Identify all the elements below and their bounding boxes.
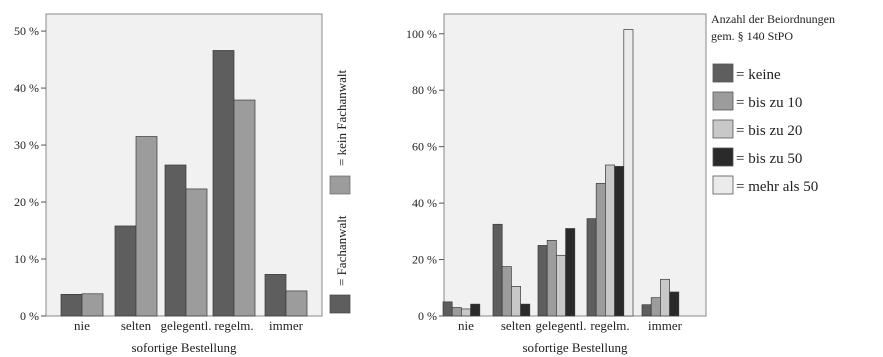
x-tick-label: gelegentl. [161,318,212,333]
legend-swatch-3 [712,147,734,167]
y-tick-label: 100 % [406,27,437,41]
left-y-axis: 0 % 10 % 20 % 30 % 40 % 50 % [14,24,46,323]
right-x-axis-label: sofortige Bestellung [522,340,628,355]
legend-swatch-2 [712,119,734,139]
bar-nie-s0 [442,301,453,317]
legend-swatch-0 [712,63,734,83]
legend-swatch-1 [712,91,734,111]
y-tick-label: 40 % [14,81,39,95]
x-tick-label: selten [121,318,152,333]
right-legend-items: = keine = bis zu 10 = bis zu 20 = bis zu 50… [712,63,818,195]
y-tick-label: 20 % [14,195,39,209]
bar-regelm-s4 [623,29,634,317]
legend-label-kein-fachanwalt: = kein Fachanwalt [334,69,349,166]
y-tick-label: 0 % [20,309,39,323]
bar-selten-s1 [135,136,158,317]
y-tick-label: 10 % [14,252,39,266]
x-tick-label: gelegentl. [536,318,587,333]
bar-regelm-s1 [595,182,606,317]
bar-regelm-s0 [586,218,597,317]
legend-label-fachanwalt: = Fachanwalt [334,215,349,286]
y-tick-label: 20 % [412,253,437,267]
y-tick-label: 60 % [412,140,437,154]
bar-nie-s2 [461,308,471,317]
x-tick-label: nie [458,318,474,333]
bar-immer-s0 [264,274,287,317]
bar-nie-s1 [451,307,462,317]
bar-regelm-s1 [233,99,256,317]
legend-label-0: = keine [736,67,781,83]
bar-gelegentl-s3 [565,228,576,317]
legend-swatch-kein-fachanwalt [329,175,351,195]
bar-immer-s3 [669,291,680,317]
x-tick-label: selten [501,318,532,333]
bar-nie-s0 [60,293,83,317]
legend-label-2: = bis zu 20 [736,123,802,139]
bar-regelm-s2 [605,164,615,317]
x-tick-label: immer [269,318,304,333]
bar-gelegentl-s2 [556,254,566,317]
bar-selten-s1 [501,266,512,317]
chart-left: 0 % 10 % 20 % 30 % 40 % 50 % nie selten gelegen… [14,13,351,355]
right-legend: Anzahl der Beiordnungen gem. § 140 StPO … [711,12,835,195]
bar-selten-s0 [492,223,503,317]
legend-label-4: = mehr als 50 [736,179,818,195]
legend-swatch-4 [712,175,734,195]
legend-label-1: = bis zu 10 [736,95,802,111]
x-tick-label: nie [74,318,90,333]
right-y-axis: 0 % 20 % 40 % 60 % 80 % 100 % [406,27,444,323]
x-tick-label: regelm. [214,318,253,333]
legend-title-line-2: gem. § 140 StPO [711,29,793,43]
legend-title-line-1: Anzahl der Beiordnungen [711,12,835,26]
bar-gelegentl-s1 [546,240,557,317]
bar-immer-s2 [660,278,670,317]
bar-regelm-s0 [212,50,235,317]
bar-immer-s0 [641,304,652,317]
y-tick-label: 30 % [14,138,39,152]
y-tick-label: 80 % [412,83,437,97]
chart-right: 0 % 20 % 40 % 60 % 80 % 100 % nie selten gelege… [406,12,835,355]
bar-immer-s1 [650,297,661,317]
bar-selten-s0 [114,225,137,317]
x-tick-label: regelm. [590,318,629,333]
bar-gelegentl-s0 [164,164,187,317]
bar-nie-s3 [470,303,481,317]
left-x-axis: nie selten gelegentl. regelm. immer [74,318,304,333]
left-bars [60,50,308,317]
legend-label-3: = bis zu 50 [736,151,802,167]
bar-regelm-s3 [614,166,625,317]
bar-selten-s2 [511,286,521,317]
left-x-axis-label: sofortige Bestellung [131,340,237,355]
y-tick-label: 50 % [14,24,39,38]
bar-selten-s3 [520,303,531,317]
bar-gelegentl-s1 [185,188,208,317]
x-tick-label: immer [648,318,683,333]
left-legend: = Fachanwalt = kein Fachanwalt [329,69,351,314]
y-tick-label: 0 % [418,309,437,323]
bar-immer-s1 [285,290,308,317]
bar-nie-s1 [81,293,104,317]
right-bars [442,29,680,317]
legend-swatch-fachanwalt [329,294,351,314]
y-tick-label: 40 % [412,196,437,210]
right-x-axis: nie selten gelegentl. regelm. immer [458,318,683,333]
bar-gelegentl-s0 [537,245,548,317]
